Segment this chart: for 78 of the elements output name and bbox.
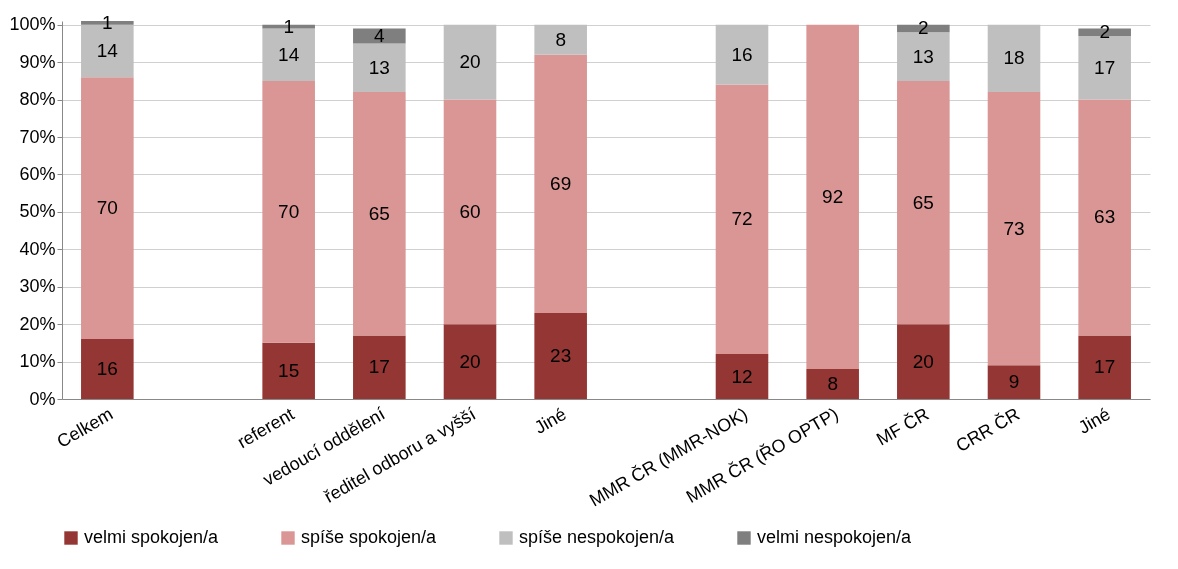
data-label: 20: [459, 350, 481, 372]
legend-label: velmi nespokojen/a: [757, 527, 913, 547]
y-tick-label: 100%: [9, 14, 56, 35]
bar: [262, 342, 315, 399]
data-label: 18: [1003, 47, 1025, 69]
data-label: 9: [1008, 371, 1020, 393]
data-label: 8: [827, 373, 838, 395]
bar: [534, 24, 587, 55]
data-label: 92: [822, 185, 844, 207]
bar: [715, 354, 769, 399]
data-label: 15: [278, 359, 300, 381]
y-tick-label: 90%: [19, 51, 56, 72]
bar: [1078, 99, 1131, 336]
x-tick-label: Jiné: [531, 403, 570, 438]
data-label: 17: [368, 356, 390, 378]
data-label: 12: [731, 365, 753, 387]
data-label: 65: [368, 202, 390, 224]
bar: [1078, 335, 1131, 399]
data-label: 14: [278, 43, 300, 65]
data-label: 16: [731, 43, 753, 65]
bar: [534, 312, 587, 399]
bar: [81, 77, 134, 340]
y-tick-label: 30%: [19, 276, 56, 297]
data-label: 63: [1094, 206, 1116, 228]
y-tick-label: 50%: [19, 201, 56, 222]
data-label: 16: [96, 358, 118, 380]
x-tick-label: Jiné: [1075, 403, 1114, 438]
bar: [987, 92, 1041, 366]
y-tick-label: 20%: [19, 313, 56, 334]
y-tick-label: 70%: [19, 126, 56, 147]
bar: [987, 24, 1041, 93]
data-label: 17: [1094, 56, 1116, 78]
data-label: 1: [102, 11, 113, 33]
data-label: 70: [278, 200, 300, 222]
bar: [806, 24, 859, 370]
legend-label: spíše nespokojen/a: [519, 527, 676, 547]
data-label: 17: [1094, 356, 1116, 378]
y-tick-label: 0%: [29, 388, 56, 409]
legend-label: velmi spokojen/a: [84, 527, 220, 547]
bar: [443, 324, 497, 399]
legend-label: spíše spokojen/a: [301, 527, 438, 547]
bar: [806, 369, 859, 399]
bar: [715, 24, 769, 85]
bar: [353, 43, 406, 93]
y-tick-label: 40%: [19, 238, 56, 259]
bar: [443, 99, 497, 325]
bar: [353, 92, 406, 336]
bar: [897, 80, 950, 325]
bar: [534, 54, 587, 313]
bar: [262, 80, 315, 343]
data-label: 20: [459, 51, 481, 73]
y-tick-label: 10%: [19, 351, 56, 372]
data-label: 72: [731, 208, 753, 230]
data-label: 60: [459, 200, 481, 222]
bar: [353, 28, 406, 44]
data-label: 23: [550, 344, 572, 366]
data-label: 69: [550, 172, 572, 194]
data-label: 65: [912, 191, 934, 213]
y-tick-label: 60%: [19, 163, 56, 184]
y-tick-label: 80%: [19, 89, 56, 110]
data-label: 14: [96, 39, 119, 61]
bar: [897, 32, 950, 81]
data-label: 1: [283, 15, 294, 37]
bar: [353, 335, 406, 399]
data-label: 70: [96, 197, 118, 219]
data-label: 13: [368, 56, 390, 78]
bar: [897, 324, 950, 399]
x-tick-label: CRR ČR: [951, 402, 1023, 457]
bar: [81, 339, 134, 399]
bar: [443, 24, 497, 100]
data-label: 8: [555, 28, 566, 50]
data-label: 73: [1003, 217, 1025, 239]
data-label: 20: [912, 350, 934, 372]
data-label: 13: [912, 45, 934, 67]
bar: [987, 365, 1041, 399]
x-tick-label: MF ČR: [872, 402, 933, 450]
data-label: 4: [374, 24, 386, 46]
bar: [715, 84, 769, 355]
